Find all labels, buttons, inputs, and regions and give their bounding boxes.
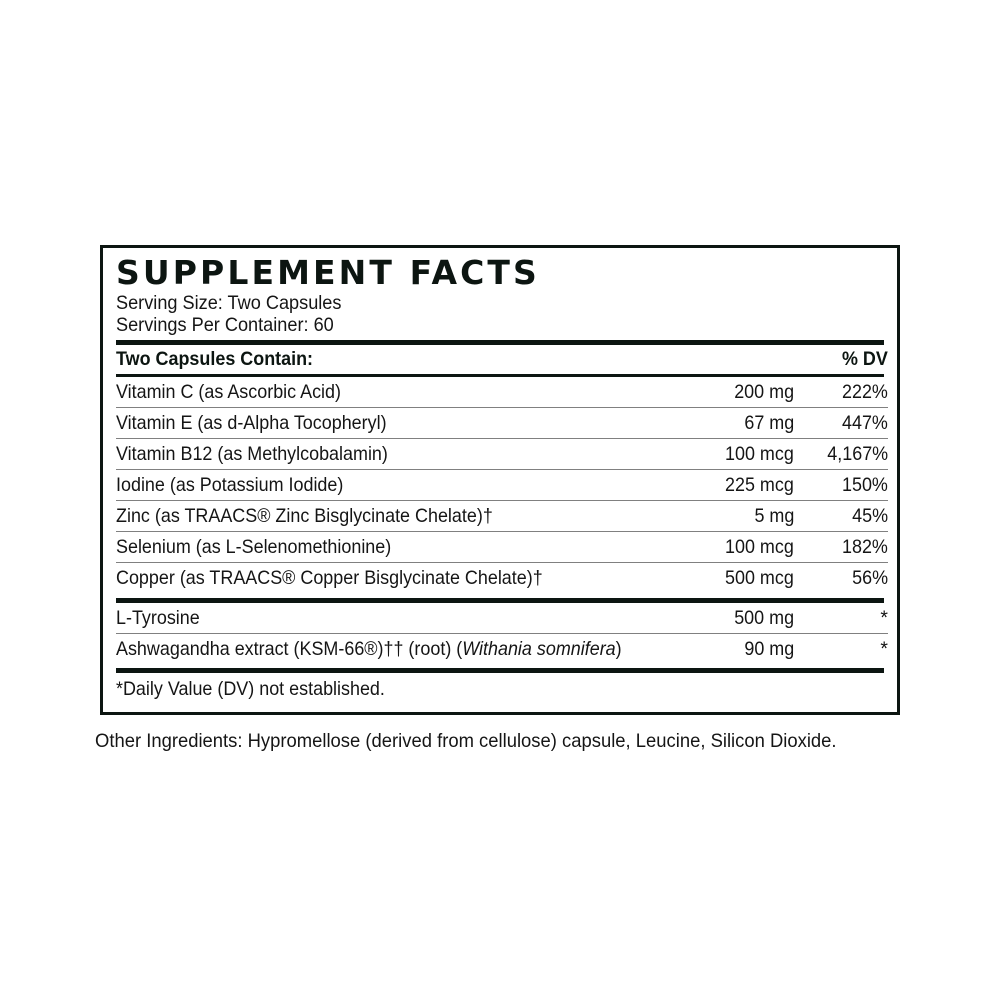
nutrient-amount: 100 mcg <box>672 437 794 470</box>
nutrient-daily-value: 447% <box>794 406 888 439</box>
nutrient-name: Vitamin C (as Ascorbic Acid) <box>116 380 341 403</box>
nutrient-amount: 5 mg <box>672 499 794 532</box>
table-header-row: Two Capsules Contain: % DV <box>116 345 888 373</box>
column-header-daily-value: % DV <box>842 347 888 370</box>
nutrient-rows-table: Vitamin C (as Ascorbic Acid) 200 mg 222% Vi… <box>116 377 888 593</box>
table-row: Ashwagandha extract (KSM-66®)†† (root) (… <box>116 632 888 664</box>
rule-above-header <box>116 339 884 345</box>
table-row: Zinc (as TRAACS® Zinc Bisglycinate Chela… <box>116 499 888 532</box>
column-header-name: Two Capsules Contain: <box>116 347 314 370</box>
botanical-name: Withania somnifera <box>462 637 616 660</box>
rule-above-other-actives <box>116 597 884 603</box>
nutrient-name: Vitamin E (as d-Alpha Tocopheryl) <box>116 406 672 439</box>
ingredient-name-suffix: ) <box>615 637 622 660</box>
table-row: Vitamin C (as Ascorbic Acid) 200 mg 222% <box>116 377 888 408</box>
nutrient-daily-value: 56% <box>794 561 888 593</box>
table-row: Iodine (as Potassium Iodide) 225 mcg 150% <box>116 468 888 501</box>
nutrient-daily-value: 182% <box>794 530 888 563</box>
nutrient-name: Iodine (as Potassium Iodide) <box>116 468 672 501</box>
nutrient-amount: 225 mcg <box>672 468 794 501</box>
ingredient-amount: 90 mg <box>672 632 794 664</box>
table-row: Copper (as TRAACS® Copper Bisglycinate C… <box>116 561 888 593</box>
nutrient-name: Selenium (as L-Selenomethionine) <box>116 530 672 563</box>
nutrient-name: Vitamin B12 (as Methylcobalamin) <box>116 437 672 470</box>
table-row: Vitamin B12 (as Methylcobalamin) 100 mcg 4… <box>116 437 888 470</box>
column-header-amount <box>672 345 794 373</box>
other-ingredients-text: Other Ingredients: Hypromellose (derived… <box>95 730 837 752</box>
page-title: SUPPLEMENT FACTS <box>116 253 540 292</box>
table-row: Vitamin E (as d-Alpha Tocopheryl) 67 mg 44… <box>116 406 888 439</box>
supplement-facts-panel: SUPPLEMENT FACTS Serving Size: Two Capsu… <box>100 245 900 715</box>
ingredient-name: Ashwagandha extract (KSM-66®)†† (root) (… <box>116 632 672 664</box>
nutrition-table: Two Capsules Contain: % DV <box>116 345 888 373</box>
ingredient-name-prefix: L-Tyrosine <box>116 606 200 629</box>
ingredient-amount: 500 mg <box>734 606 794 629</box>
nutrient-amount: 200 mg <box>734 380 794 403</box>
nutrient-daily-value: 4,167% <box>794 437 888 470</box>
serving-size: Serving Size: Two Capsules <box>116 291 342 314</box>
ingredient-name: L-Tyrosine <box>116 603 672 634</box>
table-row: Selenium (as L-Selenomethionine) 100 mcg 1… <box>116 530 888 563</box>
daily-value-footnote: *Daily Value (DV) not established. <box>116 677 385 700</box>
other-actives-table: L-Tyrosine 500 mg * Ashwagandha extract (KS… <box>116 603 888 664</box>
table-row: L-Tyrosine 500 mg * <box>116 603 888 634</box>
nutrient-amount: 67 mg <box>672 406 794 439</box>
rule-below-header <box>116 373 884 377</box>
ingredient-daily-value: * <box>880 606 888 629</box>
servings-per-container: Servings Per Container: 60 <box>116 313 334 336</box>
nutrient-amount: 100 mcg <box>672 530 794 563</box>
nutrient-name: Copper (as TRAACS® Copper Bisglycinate C… <box>116 561 672 593</box>
nutrient-name: Zinc (as TRAACS® Zinc Bisglycinate Chela… <box>116 499 672 532</box>
nutrient-daily-value: 45% <box>794 499 888 532</box>
rule-below-other-actives <box>116 667 884 673</box>
ingredient-name-prefix: Ashwagandha extract (KSM-66®)†† (root) ( <box>116 637 463 660</box>
nutrient-daily-value: 150% <box>794 468 888 501</box>
nutrient-daily-value: 222% <box>842 380 888 403</box>
ingredient-daily-value: * <box>794 632 888 664</box>
nutrient-amount: 500 mcg <box>672 561 794 593</box>
